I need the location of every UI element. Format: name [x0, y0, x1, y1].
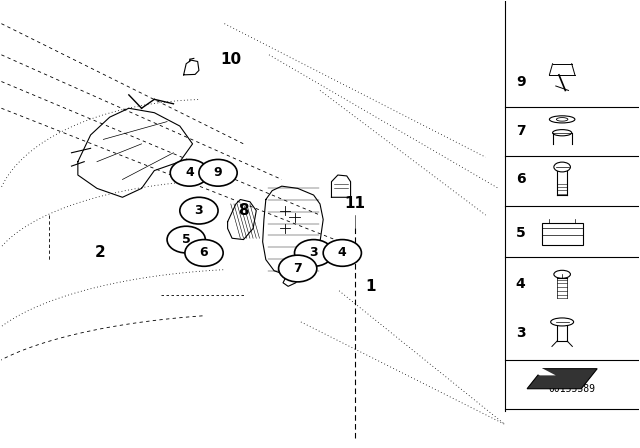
Circle shape	[167, 226, 205, 253]
Circle shape	[199, 159, 237, 186]
Circle shape	[278, 255, 317, 282]
Text: 00155389: 00155389	[548, 384, 595, 394]
Text: 3: 3	[195, 204, 204, 217]
Text: 4: 4	[516, 277, 525, 291]
Circle shape	[185, 240, 223, 266]
Circle shape	[180, 197, 218, 224]
Text: 3: 3	[309, 246, 318, 259]
Text: 7: 7	[516, 124, 525, 138]
Text: 5: 5	[516, 226, 525, 240]
Text: 4: 4	[185, 166, 194, 179]
Text: 3: 3	[516, 326, 525, 340]
Text: 6: 6	[200, 246, 209, 259]
Text: 2: 2	[95, 246, 106, 260]
Text: 6: 6	[516, 172, 525, 186]
Text: 4: 4	[338, 246, 347, 259]
Text: 1: 1	[365, 279, 376, 294]
Text: 9: 9	[516, 74, 525, 89]
Circle shape	[170, 159, 209, 186]
Circle shape	[294, 240, 333, 266]
Polygon shape	[527, 369, 556, 375]
Text: 5: 5	[182, 233, 191, 246]
Text: 7: 7	[293, 262, 302, 275]
Text: 11: 11	[344, 197, 365, 211]
Polygon shape	[527, 369, 597, 389]
Circle shape	[323, 240, 362, 266]
Text: 9: 9	[214, 166, 222, 179]
Text: 8: 8	[238, 203, 249, 218]
Text: 10: 10	[220, 52, 241, 67]
